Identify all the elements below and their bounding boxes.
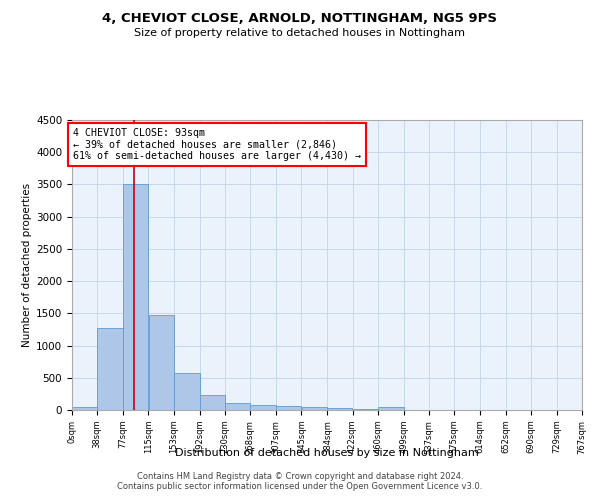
Bar [72, 408, 97, 410]
Text: 4, CHEVIOT CLOSE, ARNOLD, NOTTINGHAM, NG5 9PS: 4, CHEVIOT CLOSE, ARNOLD, NOTTINGHAM, NG… [103, 12, 497, 26]
Bar [302, 408, 327, 410]
Bar [200, 394, 225, 410]
Bar [174, 374, 199, 410]
Bar [225, 402, 250, 410]
Bar [124, 184, 148, 410]
Bar [250, 405, 276, 410]
Text: Distribution of detached houses by size in Nottingham: Distribution of detached houses by size … [175, 448, 479, 458]
Bar [276, 406, 301, 410]
Bar [378, 407, 404, 410]
Bar [97, 328, 123, 410]
Text: Contains HM Land Registry data © Crown copyright and database right 2024.: Contains HM Land Registry data © Crown c… [137, 472, 463, 481]
Text: 4 CHEVIOT CLOSE: 93sqm
← 39% of detached houses are smaller (2,846)
61% of semi-: 4 CHEVIOT CLOSE: 93sqm ← 39% of detached… [73, 128, 361, 161]
Bar [353, 408, 378, 410]
Text: Contains public sector information licensed under the Open Government Licence v3: Contains public sector information licen… [118, 482, 482, 491]
Bar [149, 314, 173, 410]
Text: Size of property relative to detached houses in Nottingham: Size of property relative to detached ho… [134, 28, 466, 38]
Y-axis label: Number of detached properties: Number of detached properties [22, 183, 32, 347]
Bar [328, 408, 352, 410]
